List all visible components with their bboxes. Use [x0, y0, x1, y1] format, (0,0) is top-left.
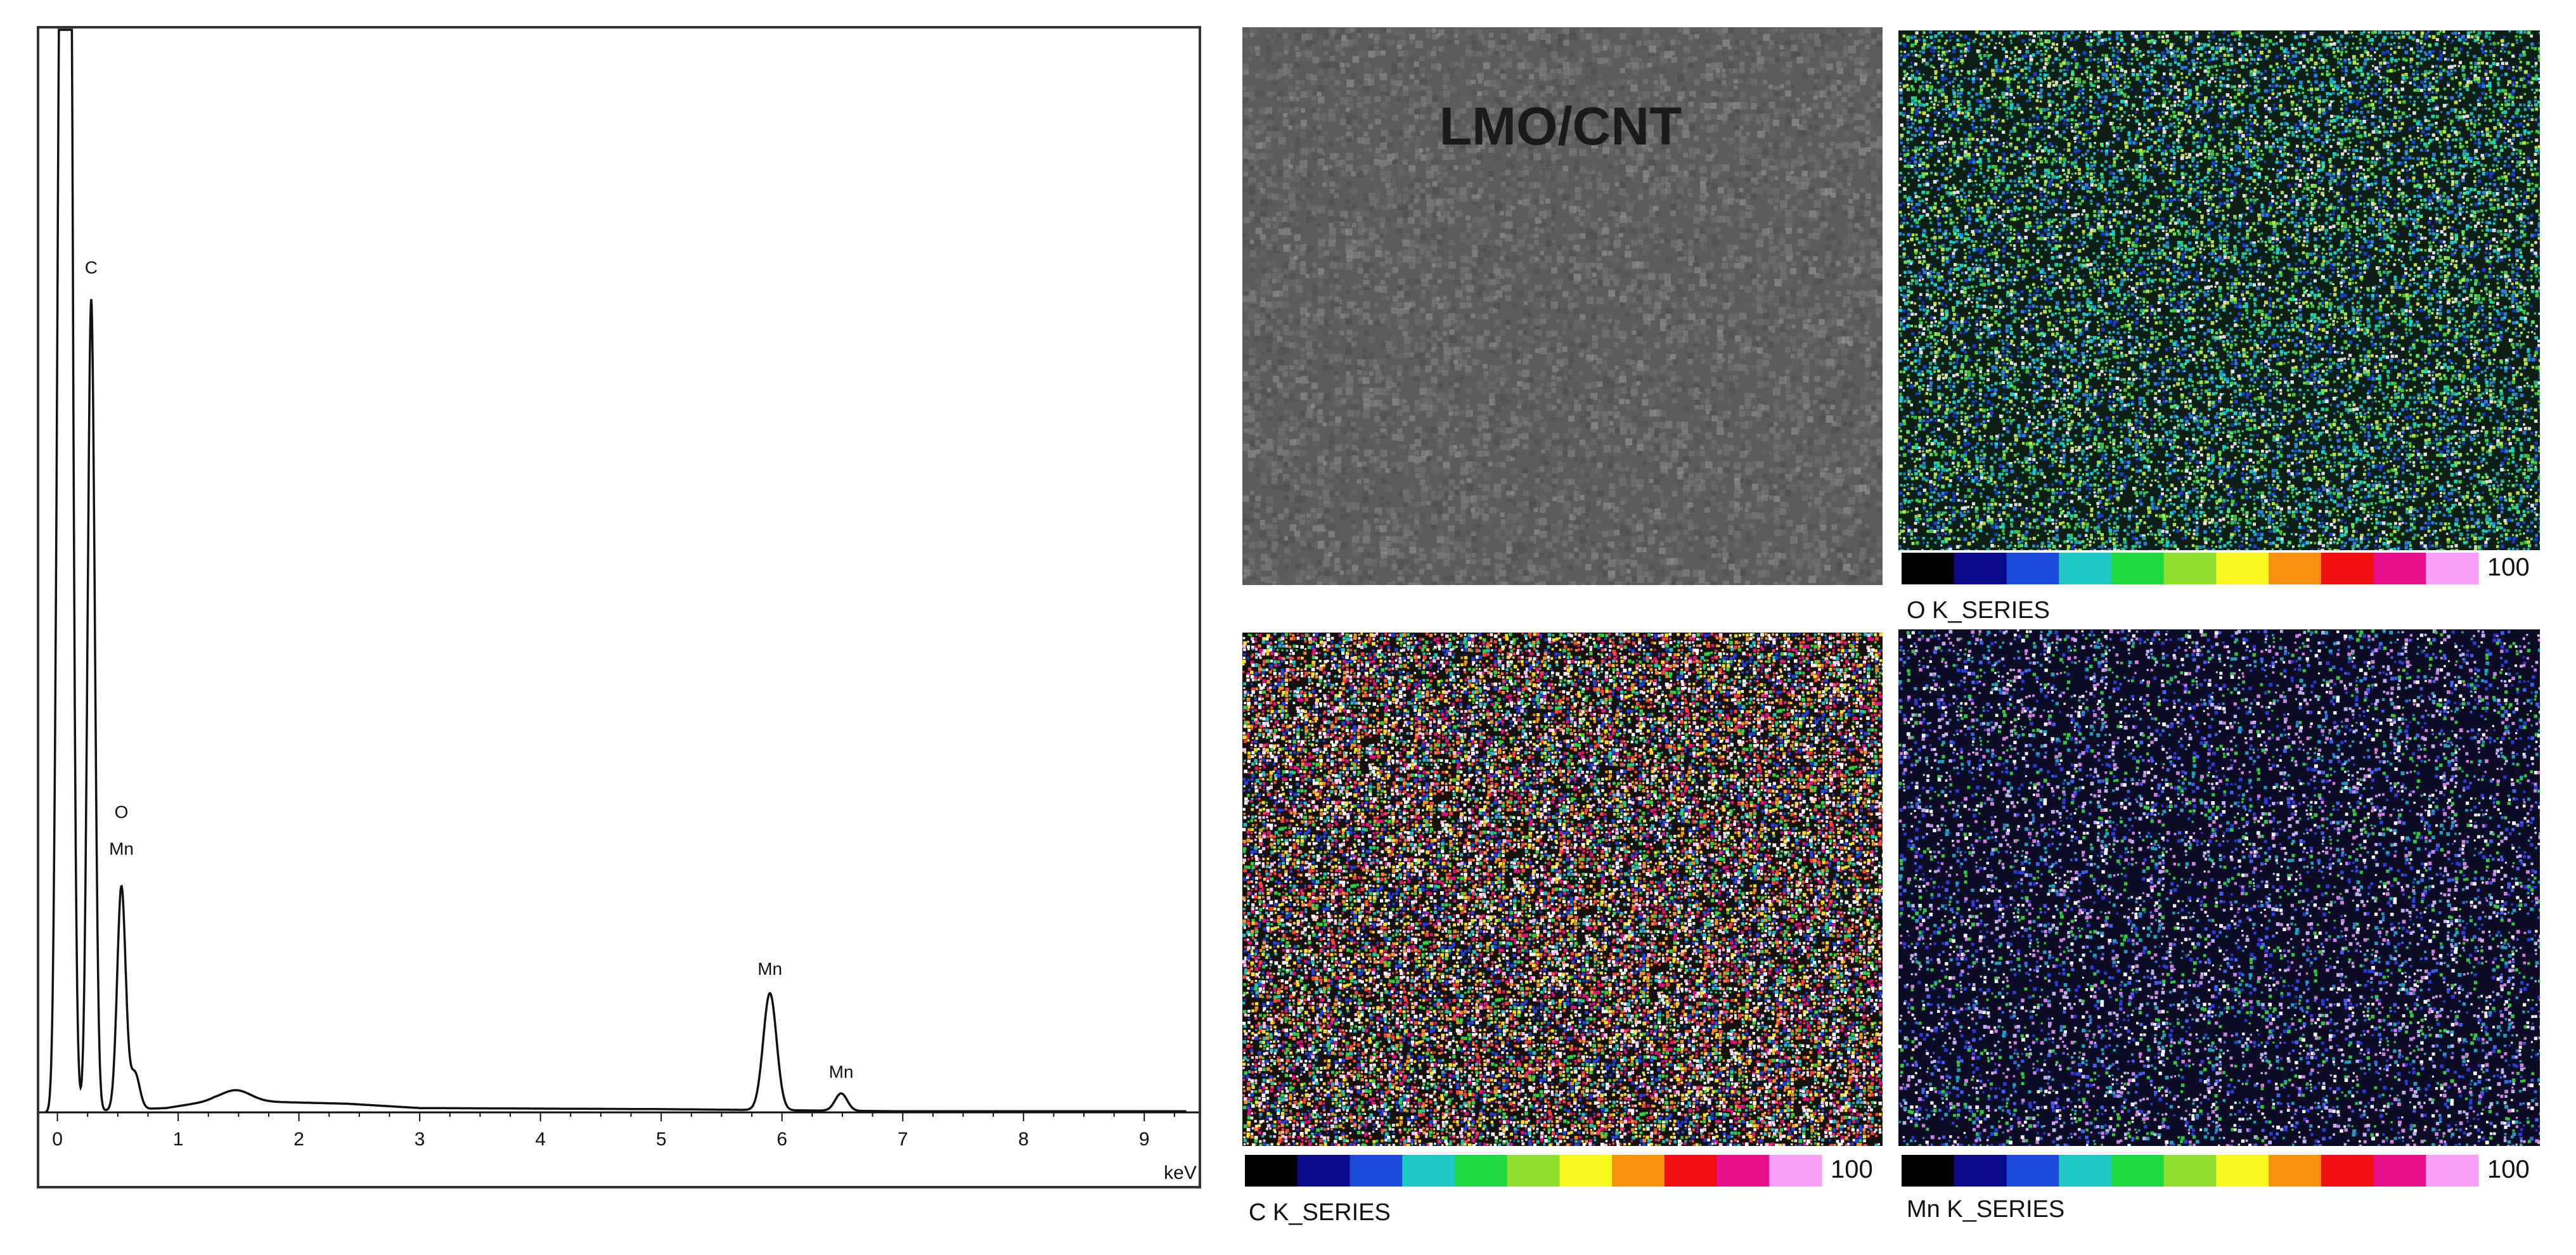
colorbar-swatch: [2321, 553, 2374, 584]
o-colorbar-max-label: 100: [2487, 553, 2530, 581]
colorbar-swatch: [2163, 553, 2217, 584]
colorbar-swatch: [1612, 1155, 1665, 1187]
c-map-caption: C K_SERIES: [1249, 1199, 1391, 1226]
x-tick-label: 9: [1139, 1129, 1150, 1150]
mn-colorbar: [1902, 1155, 2479, 1187]
colorbar-swatch: [2006, 1155, 2059, 1187]
colorbar-swatch: [2006, 553, 2059, 584]
colorbar-swatch: [1954, 1155, 2007, 1187]
spectrum-line: [44, 29, 1187, 1114]
colorbar-swatch: [1297, 1155, 1350, 1187]
colorbar-swatch: [1902, 553, 1955, 584]
peak-label-mn: Mn: [829, 1062, 854, 1081]
x-tick-label: 1: [173, 1129, 184, 1150]
colorbar-swatch: [1769, 1155, 1822, 1187]
colorbar-swatch: [2321, 1155, 2374, 1187]
c-map-panel: 100 C K_SERIES: [1242, 633, 1883, 1226]
eds-spectrum-chart: 0 1 2 3 4 5 6 7 8 9 C O Mn Mn Mn keV: [37, 26, 1201, 1188]
colorbar-swatch: [1507, 1155, 1560, 1187]
x-tick-label: 2: [293, 1129, 304, 1150]
sem-texture: [1242, 27, 1883, 585]
colorbar-swatch: [2269, 553, 2322, 584]
mn-colorbar-max-label: 100: [2487, 1155, 2530, 1183]
colorbar-swatch: [2059, 1155, 2112, 1187]
mn-map-caption: Mn K_SERIES: [1907, 1196, 2064, 1223]
colorbar-swatch: [2059, 553, 2112, 584]
x-tick-label: 8: [1018, 1129, 1029, 1150]
colorbar-swatch: [2111, 1155, 2165, 1187]
colorbar-swatch: [2269, 1155, 2322, 1187]
colorbar-swatch: [1902, 1155, 1955, 1187]
x-axis-label: keV: [1164, 1162, 1197, 1183]
x-tick-label: 3: [415, 1129, 425, 1150]
o-map-pixels: [1898, 30, 2540, 550]
colorbar-swatch: [1716, 1155, 1770, 1187]
colorbar-swatch: [1454, 1155, 1508, 1187]
colorbar-swatch: [1664, 1155, 1718, 1187]
c-map-pixels: [1242, 633, 1883, 1146]
colorbar-swatch: [2163, 1155, 2217, 1187]
peak-label-c: C: [85, 257, 98, 277]
sem-image-panel: LMO/CNT: [1242, 27, 1883, 585]
colorbar-swatch: [1245, 1155, 1298, 1187]
colorbar-swatch: [1349, 1155, 1403, 1187]
c-colorbar-max-label: 100: [1831, 1155, 1873, 1183]
sem-sample-label: LMO/CNT: [1439, 96, 1682, 156]
colorbar-swatch: [2373, 553, 2426, 584]
colorbar-swatch: [2426, 1155, 2479, 1187]
peak-label-mn: Mn: [757, 959, 782, 979]
x-tick-label: 4: [535, 1129, 546, 1150]
colorbar-swatch: [2426, 553, 2479, 584]
colorbar-swatch: [1402, 1155, 1455, 1187]
colorbar-swatch: [1559, 1155, 1613, 1187]
c-colorbar: [1245, 1155, 1822, 1187]
peak-label-mn: Mn: [109, 839, 134, 858]
x-axis-tick-labels: 0 1 2 3 4 5 6 7 8 9: [52, 1129, 1149, 1150]
mn-map-pixels: [1898, 629, 2540, 1146]
colorbar-swatch: [2111, 553, 2165, 584]
peak-labels: C O Mn Mn Mn: [85, 257, 854, 1081]
x-tick-label: 5: [656, 1129, 667, 1150]
x-tick-label: 6: [776, 1129, 787, 1150]
o-colorbar: [1902, 553, 2479, 584]
x-tick-label: 0: [52, 1129, 63, 1150]
spectrum-frame: [37, 26, 1201, 1188]
colorbar-swatch: [2216, 553, 2269, 584]
colorbar-swatch: [2373, 1155, 2426, 1187]
colorbar-swatch: [1954, 553, 2007, 584]
x-axis-ticks: [56, 1112, 1175, 1121]
x-tick-label: 7: [898, 1129, 908, 1150]
peak-label-o: O: [115, 802, 129, 821]
o-map-panel: 100 O K_SERIES: [1898, 30, 2540, 624]
colorbar-swatch: [2216, 1155, 2269, 1187]
mn-map-panel: 100 Mn K_SERIES: [1898, 629, 2540, 1223]
o-map-caption: O K_SERIES: [1907, 597, 2050, 624]
